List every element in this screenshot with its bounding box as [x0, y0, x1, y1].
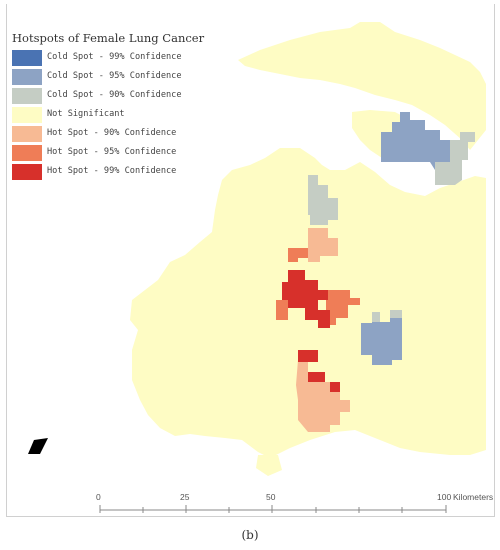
scale-unit-label: Kilometers — [453, 492, 494, 502]
region-cold-spot-95 — [361, 112, 460, 365]
legend-label: Cold Spot - 90% Confidence — [47, 90, 182, 100]
legend-swatch — [12, 88, 42, 104]
region-cold-spot-90 — [308, 132, 475, 322]
map-frame — [6, 4, 495, 517]
legend-item-hot-90: Hot Spot - 90% Confidence — [12, 126, 232, 143]
legend-item-hot-95: Hot Spot - 95% Confidence — [12, 145, 232, 162]
scale-label-0: 0 — [96, 492, 101, 502]
legend-swatch — [12, 107, 42, 123]
legend-swatch — [12, 164, 42, 180]
scale-label-25: 25 — [180, 492, 190, 502]
region-hot-spot-99 — [282, 270, 340, 392]
legend-swatch — [12, 145, 42, 161]
scale-bar — [99, 505, 447, 513]
scale-label-100: 100 — [437, 492, 452, 502]
legend-label: Hot Spot - 90% Confidence — [47, 128, 177, 138]
legend-swatch — [12, 50, 42, 66]
legend-label: Cold Spot - 99% Confidence — [47, 52, 182, 62]
map-title: Hotspots of Female Lung Cancer — [12, 31, 205, 45]
legend-label: Hot Spot - 95% Confidence — [47, 147, 177, 157]
legend-label: Hot Spot - 99% Confidence — [47, 166, 177, 176]
legend-item-not-significant: Not Significant — [12, 107, 232, 124]
legend-swatch — [12, 69, 42, 85]
legend-item-cold-90: Cold Spot - 90% Confidence — [12, 88, 232, 105]
north-arrow-icon — [28, 438, 48, 454]
legend-label: Cold Spot - 95% Confidence — [47, 71, 182, 81]
scale-label-50: 50 — [266, 492, 276, 502]
figure-caption: (b) — [241, 528, 259, 542]
legend-swatch — [12, 126, 42, 142]
legend-label: Not Significant — [47, 109, 125, 119]
legend-item-cold-99: Cold Spot - 99% Confidence — [12, 50, 232, 67]
legend-item-cold-95: Cold Spot - 95% Confidence — [12, 69, 232, 86]
legend-item-hot-99: Hot Spot - 99% Confidence — [12, 164, 232, 181]
